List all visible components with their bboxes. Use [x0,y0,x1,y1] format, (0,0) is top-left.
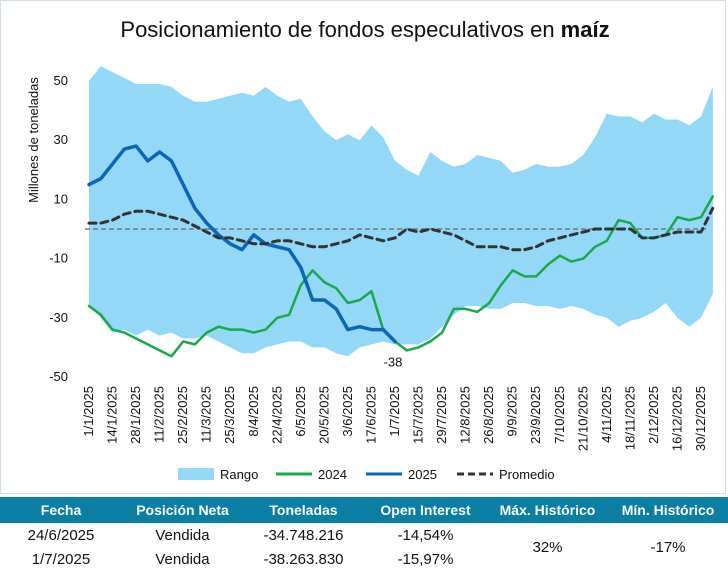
y-tick-label: 50 [54,73,68,88]
x-tick-label: 8/4/2025 [246,386,261,437]
x-tick-label: 21/10/2025 [575,386,590,451]
legend: Rango 2024 2025 Promedio [178,467,555,482]
chart-title: Posicionamiento de fondos especulativos … [120,17,609,42]
x-tick-label: 15/7/2025 [411,386,426,444]
cell-posicion: Vendida [155,526,210,544]
legend-swatch-rango [178,468,214,480]
cell-fecha: 1/7/2025 [31,551,91,569]
cell-min-historico: -17% [650,539,686,556]
x-tick-label: 2/12/2025 [646,386,661,444]
cell-open-interest: -14,54% [397,526,454,544]
chart-title-bold: maíz [561,17,610,42]
y-tick-label: 30 [54,132,68,147]
band-layer [89,66,713,357]
y-tick-label: -10 [49,251,68,266]
cell-max-historico: 32% [532,539,563,556]
summary-table: Fecha Posición Neta Toneladas Open Inter… [0,497,728,572]
x-tick-label: 11/2/2025 [152,386,167,443]
legend-label-2024: 2024 [318,467,347,482]
x-tick-label: 17/6/2025 [364,386,379,444]
cell-open-interest: -15,97% [397,551,454,569]
x-tick-label: 28/1/2025 [128,386,143,444]
cell-toneladas: -38.263.830 [263,551,344,569]
chart: Posicionamiento de fondos especulativos … [26,17,715,482]
x-tick-label: 25/3/2025 [222,386,237,444]
cell-posicion: Vendida [155,551,210,569]
legend-label-2025: 2025 [408,467,437,482]
header-min-historico: Mín. Histórico [608,497,728,523]
series-2025-line [87,144,397,344]
range-band [89,66,713,357]
x-tick-label: 7/10/2025 [552,386,567,444]
series-promedio-line [87,206,715,252]
x-tick-label: 29/7/2025 [434,386,449,444]
x-tick-label: 14/1/2025 [105,386,120,444]
series-layer [87,144,715,358]
x-tick-label: 25/2/2025 [175,386,190,444]
series-2024-line [87,195,715,358]
annotation-label: -38 [384,354,403,369]
y-tick-label: -30 [49,310,68,325]
x-tick-label: 18/11/2025 [622,386,637,450]
table-row: 1/7/2025 Vendida -38.263.830 -15,97% [0,548,728,572]
chart-title-text: Posicionamiento de fondos especulativos … [120,17,560,42]
x-tick-label: 6/5/2025 [293,386,308,437]
y-ticks: 50 30 10 -10 -30 -50 [49,73,68,384]
legend-label-promedio: Promedio [499,467,555,482]
y-tick-label: 10 [54,191,68,206]
x-tick-label: 3/6/2025 [340,386,355,437]
x-tick-label: 20/5/2025 [316,386,331,444]
header-fecha: Fecha [0,497,122,523]
x-tick-label: 16/12/2025 [670,386,685,451]
x-tick-label: 4/11/2025 [599,386,614,443]
header-toneladas: Toneladas [243,497,364,523]
chart-frame [0,0,726,494]
cell-toneladas: -34.748.216 [263,526,344,544]
y-axis-label: Millones de toneladas [26,77,41,203]
x-ticks: 1/1/2025 14/1/2025 28/1/2025 11/2/2025 25/2/… [81,386,708,451]
table-row: 24/6/2025 Vendida -34.748.216 -14,54% 32… [0,523,728,556]
x-tick-label: 12/8/2025 [458,386,473,444]
header-open-interest: Open Interest [364,497,487,523]
table-header-row: Fecha Posición Neta Toneladas Open Inter… [0,497,728,523]
x-tick-label: 1/7/2025 [387,386,402,437]
x-tick-label: 11/3/2025 [199,386,214,443]
y-tick-label: -50 [49,369,68,384]
cell-fecha: 24/6/2025 [27,526,95,544]
annotation-layer: -38 [384,354,403,369]
x-tick-label: 1/1/2025 [81,386,96,437]
x-tick-label: 9/9/2025 [505,386,520,437]
x-tick-label: 30/12/2025 [693,386,708,451]
x-tick-label: 26/8/2025 [481,386,496,444]
x-tick-label: 23/9/2025 [528,386,543,444]
header-max-historico: Máx. Histórico [487,497,608,523]
header-posicion-neta: Posición Neta [122,497,243,523]
x-tick-label: 22/4/2025 [269,386,284,444]
legend-label-rango: Rango [220,467,258,482]
